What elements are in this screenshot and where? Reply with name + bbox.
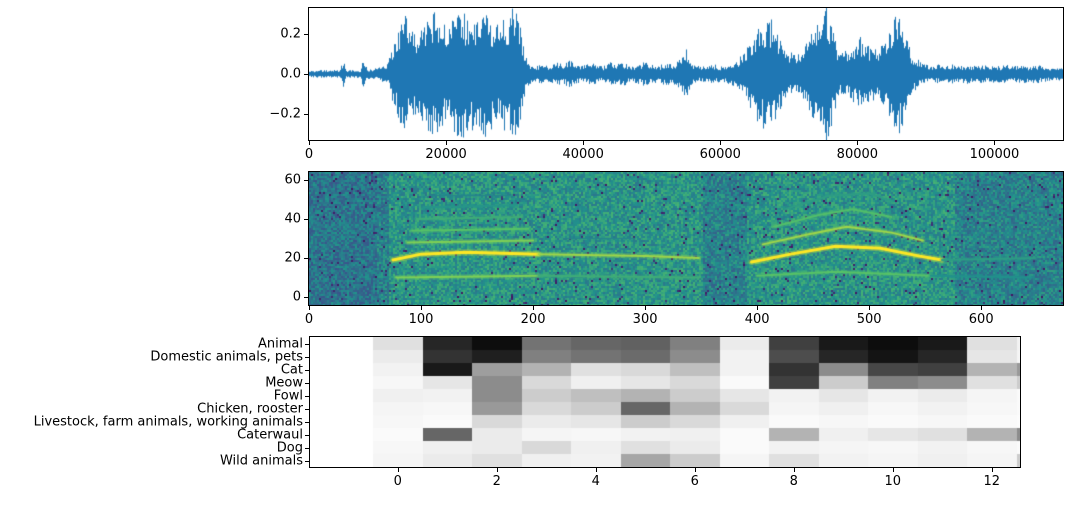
scores-x-tick-label: 8 bbox=[789, 474, 798, 489]
tick-mark bbox=[305, 421, 309, 423]
tick-mark bbox=[397, 468, 399, 472]
scores-x-tick-label: 0 bbox=[393, 474, 402, 489]
tick-mark bbox=[892, 468, 894, 472]
waveform-y-tick-label: 0.2 bbox=[280, 26, 301, 42]
tick-mark bbox=[869, 306, 871, 310]
spectrogram-y-tick-label: 20 bbox=[284, 250, 301, 266]
class-label: Domestic animals, pets bbox=[150, 349, 303, 364]
waveform-y-tick-label: 0.0 bbox=[280, 66, 301, 82]
waveform-x-tick-label: 100000 bbox=[969, 147, 1020, 162]
spectrogram-x-tick-label: 200 bbox=[520, 312, 546, 327]
waveform-canvas bbox=[309, 8, 1063, 140]
scores-x-tick-label: 2 bbox=[492, 474, 501, 489]
tick-mark bbox=[645, 306, 647, 310]
tick-mark bbox=[305, 356, 309, 358]
tick-mark bbox=[694, 468, 696, 472]
spectrogram-x-tick-label: 400 bbox=[744, 312, 770, 327]
waveform-x-tick-label: 20000 bbox=[425, 147, 467, 162]
class-label: Wild animals bbox=[219, 453, 303, 468]
tick-mark bbox=[994, 141, 996, 145]
tick-mark bbox=[857, 141, 859, 145]
class-label: Chicken, rooster bbox=[197, 401, 303, 416]
waveform-y-tick-label: −0.2 bbox=[269, 106, 301, 122]
tick-mark bbox=[304, 34, 308, 35]
waveform-x-tick-label: 40000 bbox=[562, 147, 604, 162]
waveform-plot bbox=[309, 8, 1063, 140]
tick-mark bbox=[304, 218, 308, 220]
tick-mark bbox=[305, 447, 309, 449]
spectrogram-y-tick-label: 0 bbox=[292, 289, 301, 305]
tick-mark bbox=[720, 141, 722, 145]
waveform-x-tick-label: 80000 bbox=[836, 147, 879, 162]
spectrogram-x-tick-label: 100 bbox=[408, 312, 434, 327]
spectrogram-x-tick-label: 300 bbox=[632, 312, 658, 327]
tick-mark bbox=[793, 468, 795, 472]
class-label: Cat bbox=[280, 362, 303, 377]
tick-mark bbox=[305, 395, 309, 397]
tick-mark bbox=[446, 141, 448, 145]
class-scores-heatmap bbox=[310, 337, 1020, 467]
spectrogram-canvas bbox=[309, 172, 1063, 305]
tick-mark bbox=[305, 434, 309, 436]
spectrogram-x-tick-label: 500 bbox=[856, 312, 882, 327]
class-label: Caterwaul bbox=[237, 427, 303, 442]
class-label: Animal bbox=[258, 336, 303, 351]
tick-mark bbox=[304, 258, 308, 260]
class-label: Dog bbox=[276, 440, 303, 455]
spectrogram-x-tick-label: 600 bbox=[968, 312, 994, 327]
scores-x-tick-label: 4 bbox=[591, 474, 600, 489]
tick-mark bbox=[305, 343, 309, 345]
class-scores-canvas bbox=[310, 337, 1020, 467]
tick-mark bbox=[304, 74, 308, 75]
tick-mark bbox=[583, 141, 585, 145]
scores-x-tick-label: 12 bbox=[983, 474, 1001, 489]
class-label: Fowl bbox=[273, 388, 303, 403]
tick-mark bbox=[496, 468, 498, 472]
scores-x-tick-label: 6 bbox=[690, 474, 699, 489]
class-label: Meow bbox=[265, 375, 303, 390]
spectrogram-plot bbox=[309, 172, 1063, 305]
waveform-x-tick-label: 0 bbox=[304, 147, 314, 162]
spectrogram-y-tick-label: 60 bbox=[284, 172, 301, 188]
tick-mark bbox=[595, 468, 597, 472]
spectrogram-y-tick-label: 40 bbox=[284, 211, 301, 227]
tick-mark bbox=[304, 179, 308, 181]
tick-mark bbox=[421, 306, 423, 310]
tick-mark bbox=[305, 369, 309, 371]
tick-mark bbox=[991, 468, 993, 472]
tick-mark bbox=[309, 306, 310, 310]
tick-mark bbox=[981, 306, 983, 310]
tick-mark bbox=[304, 114, 308, 115]
tick-mark bbox=[305, 408, 309, 410]
tick-mark bbox=[757, 306, 759, 310]
tick-mark bbox=[304, 297, 308, 299]
spectrogram-x-tick-label: 0 bbox=[304, 312, 314, 327]
waveform-x-tick-label: 60000 bbox=[699, 147, 741, 162]
tick-mark bbox=[533, 306, 535, 310]
class-label: Livestock, farm animals, working animals bbox=[33, 414, 303, 429]
scores-x-tick-label: 10 bbox=[884, 474, 902, 489]
tick-mark bbox=[305, 460, 309, 462]
tick-mark bbox=[309, 141, 310, 145]
tick-mark bbox=[305, 382, 309, 384]
